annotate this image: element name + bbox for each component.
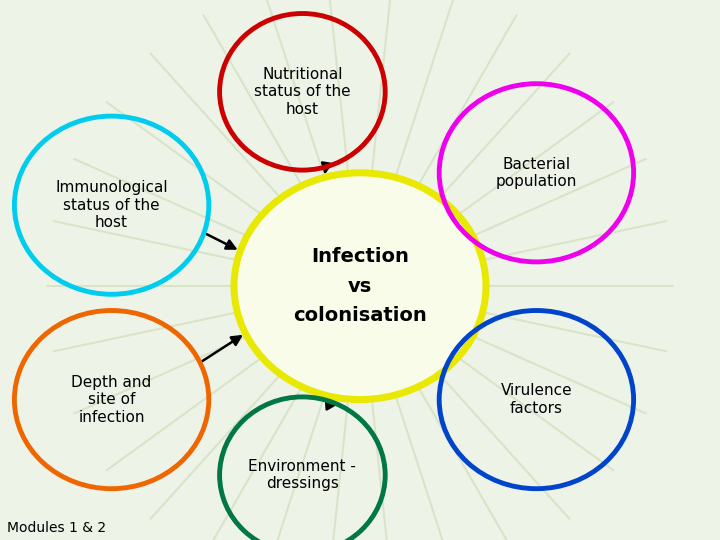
- Text: Nutritional
status of the
host: Nutritional status of the host: [254, 67, 351, 117]
- Ellipse shape: [234, 173, 486, 400]
- Text: Modules 1 & 2: Modules 1 & 2: [7, 521, 107, 535]
- Text: Environment -
dressings: Environment - dressings: [248, 459, 356, 491]
- Text: colonisation: colonisation: [293, 306, 427, 326]
- Text: Infection: Infection: [311, 247, 409, 266]
- Text: Immunological
status of the
host: Immunological status of the host: [55, 180, 168, 230]
- Text: vs: vs: [348, 276, 372, 296]
- Text: Virulence
factors: Virulence factors: [500, 383, 572, 416]
- Text: Bacterial
population: Bacterial population: [495, 157, 577, 189]
- Text: Depth and
site of
infection: Depth and site of infection: [71, 375, 152, 424]
